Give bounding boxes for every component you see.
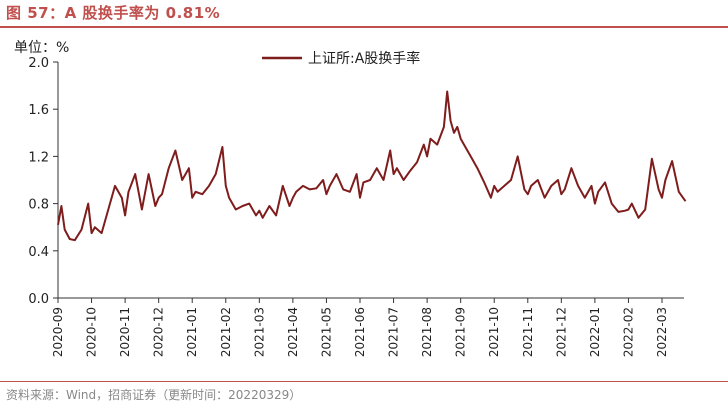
x-tick-label: 2021-05	[319, 307, 333, 357]
x-tick-label: 2021-06	[353, 307, 367, 357]
x-tick-label: 2022-03	[655, 307, 669, 357]
x-tick-label: 2021-01	[185, 307, 199, 357]
series-line-turnover	[57, 90, 687, 242]
x-tick-label: 2021-12	[554, 307, 568, 357]
x-tick-label: 2022-02	[621, 307, 635, 357]
y-tick-label: 0.8	[28, 198, 49, 213]
figure-title: 图 57：A 股换手率为 0.81%	[6, 4, 221, 22]
x-tick-label: 2020-10	[85, 307, 99, 357]
y-tick-label: 0.4	[28, 245, 49, 260]
x-tick-label: 2021-08	[420, 307, 434, 357]
x-tick-label: 2020-09	[51, 307, 65, 357]
y-axis: 2.0 1.6 1.2 0.8 0.4 0.0	[28, 56, 59, 307]
y-tick-label: 0.0	[28, 292, 49, 307]
source-note: 资料来源：Wind，招商证券（更新时间：20220329）	[6, 388, 302, 402]
unit-label: 单位：%	[14, 40, 70, 56]
series-layer	[57, 90, 687, 242]
legend: 上证所:A股换手率	[262, 50, 420, 67]
source-divider	[0, 381, 728, 382]
x-axis: 2020-09 2020-10 2020-11 2020-12 2021-01 2021-…	[51, 297, 684, 357]
y-tick-label: 1.2	[28, 150, 49, 165]
legend-label: 上证所:A股换手率	[308, 50, 420, 67]
x-tick-label: 2021-10	[487, 307, 501, 357]
x-tick-label: 2021-07	[387, 307, 401, 357]
x-tick-label: 2021-04	[286, 307, 300, 357]
y-tick-label: 2.0	[28, 56, 49, 71]
y-tick-label: 1.6	[28, 103, 49, 118]
x-tick-label: 2021-11	[521, 307, 535, 357]
title-divider	[0, 26, 728, 28]
x-tick-label: 2021-03	[252, 307, 266, 357]
x-tick-label: 2020-12	[152, 307, 166, 357]
x-tick-label: 2021-02	[219, 307, 233, 357]
x-tick-label: 2020-11	[118, 307, 132, 357]
x-tick-label: 2021-09	[454, 307, 468, 357]
x-tick-label: 2022-01	[588, 307, 602, 357]
